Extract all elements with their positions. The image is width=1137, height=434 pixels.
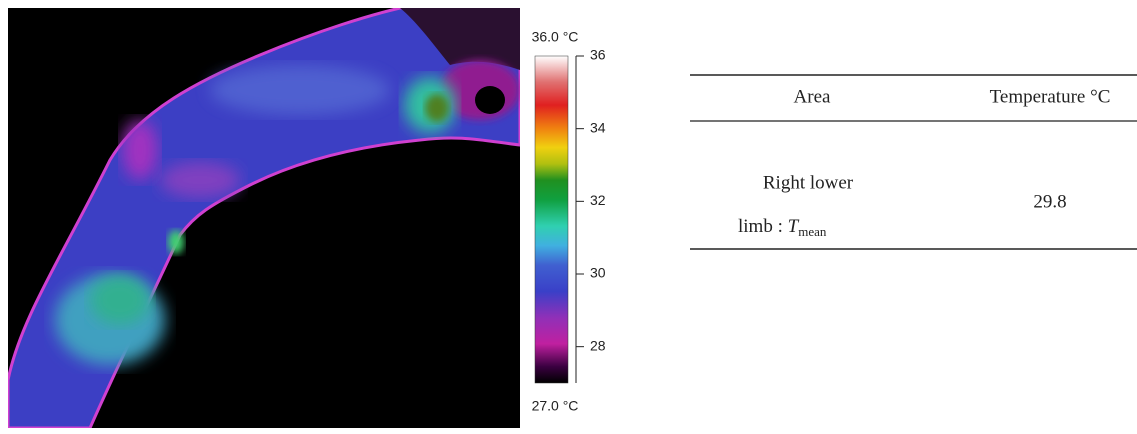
thermal-image [8,8,520,428]
cell-subscript: mean [798,224,827,239]
table-cell: 29.8 [1033,191,1066,212]
tick-label: 28 [590,337,606,353]
table-header: Temperature °C [990,86,1111,107]
tick-label: 30 [590,265,606,281]
colorbar [534,55,569,384]
cell-text: limb : [738,216,788,237]
table-header: Area [794,86,831,107]
colorbar-ticks: 28 30 32 34 36 [576,47,606,353]
cell-symbol: T [788,216,800,237]
colorbar-bottom-label: 27.0 °C [532,398,579,414]
table-cell: limb : Tmean [738,216,827,239]
tick-label: 36 [590,47,606,63]
tick-label: 34 [590,119,606,135]
table: Area Temperature °C Right lower limb : T… [690,74,1137,250]
table-cell: Right lower [763,172,854,193]
colorbar-top-label: 36.0 °C [532,29,579,45]
tick-label: 32 [590,192,606,208]
